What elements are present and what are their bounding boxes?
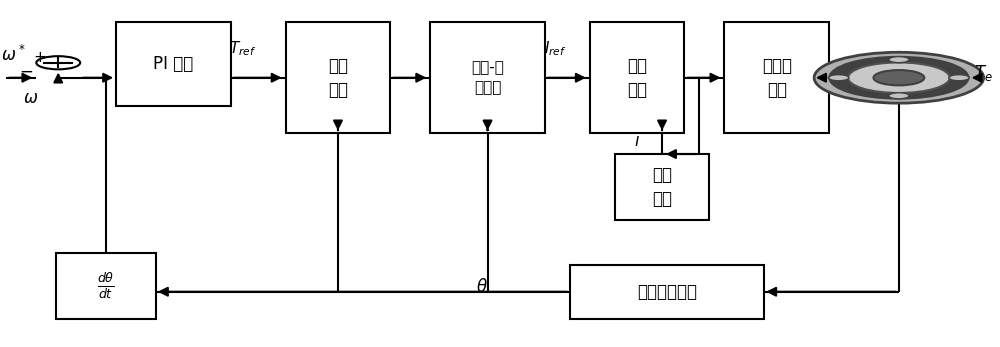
Bar	[430, 22, 545, 133]
Text: $\omega$: $\omega$	[23, 90, 39, 107]
Text: $T_e$: $T_e$	[974, 63, 992, 83]
Text: $\frac{d\theta}{dt}$: $\frac{d\theta}{dt}$	[97, 271, 115, 301]
Text: 电流
滞环: 电流 滞环	[627, 57, 647, 99]
Bar	[56, 253, 156, 319]
Text: 转矩-电
流转换: 转矩-电 流转换	[471, 60, 504, 95]
Text: PI 调速: PI 调速	[153, 55, 194, 73]
Bar	[724, 22, 829, 133]
Text: $i$: $i$	[634, 132, 641, 150]
Circle shape	[829, 75, 849, 81]
Circle shape	[829, 57, 968, 99]
Text: 转矩
分配: 转矩 分配	[328, 57, 348, 99]
Text: +: +	[33, 50, 46, 65]
Circle shape	[814, 52, 984, 103]
Circle shape	[848, 62, 950, 93]
Circle shape	[873, 70, 924, 85]
Circle shape	[889, 57, 909, 63]
Text: $T_{ref}$: $T_{ref}$	[229, 39, 256, 58]
Bar	[590, 22, 684, 133]
Text: 转子位置检测: 转子位置检测	[637, 283, 697, 301]
Text: $-$: $-$	[19, 61, 33, 79]
Text: $\omega^*$: $\omega^*$	[1, 45, 26, 65]
Bar	[286, 22, 390, 133]
Text: $\theta$: $\theta$	[476, 278, 488, 296]
Circle shape	[949, 75, 969, 81]
Text: $I_{ref}$: $I_{ref}$	[544, 39, 566, 58]
Text: 电流
检测: 电流 检测	[652, 166, 672, 208]
Circle shape	[889, 93, 909, 99]
Text: 功率变
换器: 功率变 换器	[762, 57, 792, 99]
Bar	[570, 265, 764, 319]
Bar	[116, 22, 231, 106]
Bar	[615, 154, 709, 220]
